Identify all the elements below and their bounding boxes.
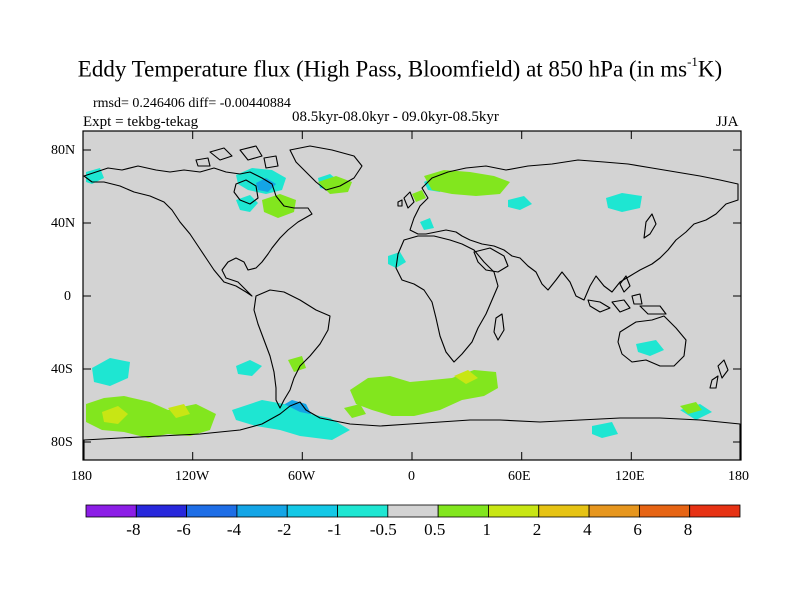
lon-label-0: 0 xyxy=(408,469,415,484)
plot-title-superscript: -1 xyxy=(687,54,698,69)
colorbar-tick-label: -6 xyxy=(176,520,191,539)
colorbar-swatch xyxy=(387,504,439,518)
anomaly-patch-weddell-cyan xyxy=(232,400,350,440)
colorbar-swatch xyxy=(135,504,188,518)
anomaly-patch-indian-green xyxy=(680,402,702,414)
colorbar-swatch xyxy=(186,504,238,518)
anomaly-patch-southpac-cyan xyxy=(92,358,130,386)
colorbar-tick-label: 8 xyxy=(683,520,693,539)
colorbar-swatch xyxy=(236,504,288,518)
lon-label-120e: 120E xyxy=(615,469,645,484)
colorbar-swatch xyxy=(337,504,389,518)
coastline-africa xyxy=(395,235,499,363)
coastline-new-zealand xyxy=(709,359,729,389)
colorbar-swatch xyxy=(437,504,489,518)
lon-label-180w: 180 xyxy=(71,469,92,484)
anomaly-patch-argentina-green xyxy=(288,356,306,372)
anomaly-patch-ross-cyan xyxy=(592,422,618,438)
coastline-uk xyxy=(397,191,415,209)
lon-label-60e: 60E xyxy=(508,469,531,484)
anomaly-patch-med-cyan xyxy=(420,218,434,230)
lat-label-40n: 40N xyxy=(51,216,76,231)
coastline-hudson-bay xyxy=(233,179,259,205)
anomaly-patch-siberia-cyan xyxy=(606,193,642,212)
coastline-australia xyxy=(617,315,687,367)
colorbar-tick-label: -8 xyxy=(126,520,141,539)
anomaly-patch-sapacific-yellow xyxy=(102,406,128,424)
coastline-eurasia xyxy=(409,159,739,301)
plot-title-main: Eddy Temperature flux (High Pass, Bloomf… xyxy=(77,56,688,82)
coastline-greenland xyxy=(289,145,363,191)
anomaly-patch-chile-cyan xyxy=(236,360,262,376)
anomaly-patch-labrador-green xyxy=(262,194,296,218)
lon-label-60w: 60W xyxy=(288,469,316,484)
coastline-arctic-islands xyxy=(195,145,279,169)
colorbar-tick-label: -1 xyxy=(327,520,342,539)
colorbar-swatch xyxy=(538,504,590,518)
colorbar-tick-label: 2 xyxy=(532,520,542,539)
colorbar-tick-label: 1 xyxy=(482,520,491,539)
period-label: 08.5kyr-08.0kyr - 09.0kyr-08.5kyr xyxy=(292,109,499,125)
colorbar-swatch xyxy=(488,504,540,518)
plot-title-tail: K) xyxy=(697,56,723,82)
colorbar xyxy=(85,504,741,518)
lat-label-40s: 40S xyxy=(51,362,73,377)
coastline-north-america xyxy=(83,165,313,297)
coastline-arabia xyxy=(473,247,509,273)
lon-ticks xyxy=(82,131,742,460)
lat-label-80n: 80N xyxy=(51,143,76,158)
lon-label-180e: 180 xyxy=(728,469,749,484)
anomaly-patch-hudson-cyan xyxy=(236,195,258,212)
colorbar-tick-label: 4 xyxy=(583,520,592,539)
rmsd-diff-text: rmsd= 0.246406 diff= -0.00440884 xyxy=(93,96,291,111)
plot-title: Eddy Temperature flux (High Pass, Bloomf… xyxy=(0,54,800,83)
lat-ticks xyxy=(83,149,741,443)
anomaly-patch-alaska-cyan xyxy=(86,168,104,184)
experiment-label: Expt = tekbg-tekag xyxy=(83,114,199,130)
colorbar-swatch xyxy=(638,504,691,518)
colorbar-tick-label: 0.5 xyxy=(424,520,446,539)
colorbar-tick-label: 6 xyxy=(633,520,642,539)
colorbar-swatch xyxy=(588,504,640,518)
colorbar-tick-label: -4 xyxy=(226,520,242,539)
colorbar-tick-label: -2 xyxy=(277,520,292,539)
anomaly-patch-kazakh-cyan xyxy=(508,196,532,210)
lon-label-120w: 120W xyxy=(175,469,210,484)
colorbar-tick-label: -0.5 xyxy=(369,520,397,539)
anomaly-patch-satlantic-yellow xyxy=(454,370,478,384)
coastline-south-america xyxy=(253,289,331,409)
coastlines xyxy=(83,145,741,460)
colorbar-swatch xyxy=(689,504,741,518)
coastline-madagascar xyxy=(493,313,505,341)
anomaly-patch-southern-green xyxy=(344,404,366,418)
coastline-antarctica xyxy=(83,401,741,460)
anomaly-patch-europe-green xyxy=(424,170,510,196)
lat-label-0: 0 xyxy=(64,289,71,304)
anomaly-patch-sapacific-yellow-2 xyxy=(168,404,190,418)
colorbar-swatch xyxy=(286,504,338,518)
coastline-indonesia xyxy=(587,275,667,315)
coastline-japan xyxy=(643,213,657,239)
anomaly-patch-uk-green xyxy=(412,190,426,202)
anomaly-patch-australia-cyan xyxy=(636,340,664,356)
lat-label-80s: 80S xyxy=(51,435,73,450)
season-label: JJA xyxy=(716,114,739,130)
anomaly-patch-satlantic-green xyxy=(350,370,498,416)
anomaly-patch-labrador-blue xyxy=(256,178,276,192)
colorbar-swatch xyxy=(85,504,137,518)
